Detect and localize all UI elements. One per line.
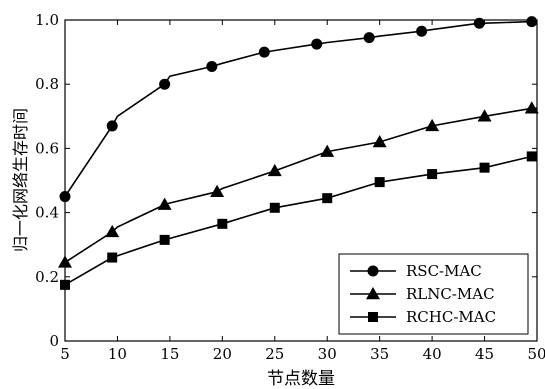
data-point [363, 32, 375, 44]
x-tick-label: 50 [527, 345, 545, 363]
series-line [64, 107, 537, 264]
data-point [267, 163, 282, 177]
x-tick-label: 10 [108, 345, 127, 363]
data-point [58, 255, 72, 268]
data-point [106, 120, 118, 132]
data-point [159, 78, 171, 90]
legend: RSC-MAC RLNC-MAC RCHC-MAC [338, 253, 529, 335]
data-point [60, 279, 70, 290]
y-tick-label: 0 [49, 332, 59, 350]
legend-marker [366, 287, 380, 300]
x-axis-label: 节点数量 [267, 369, 335, 389]
axis-tick-labels: 5 10 15 20 25 30 35 40 45 50 0 0.2 0.4 0.6 0.8 1.0 [35, 11, 545, 363]
y-tick-label: 0.2 [35, 268, 59, 286]
legend-marker [368, 312, 378, 322]
data-point [107, 252, 118, 263]
legend-label: RCHC-MAC [406, 308, 496, 326]
data-point [258, 46, 270, 58]
data-point [479, 162, 490, 173]
data-point [217, 218, 228, 229]
y-tick-label: 0.8 [35, 75, 59, 93]
legend-item: RLNC-MAC [350, 285, 495, 303]
data-point [524, 101, 539, 114]
x-tick-label: 30 [318, 345, 337, 363]
legend-item: RCHC-MAC [350, 308, 496, 326]
legend-item: RSC-MAC [350, 262, 482, 280]
y-axis-label: 归一化网络生存时间 [11, 108, 30, 252]
y-tick-label: 0.6 [35, 139, 59, 157]
data-point [477, 109, 492, 122]
data-point [374, 177, 385, 188]
y-tick-label: 1.0 [35, 11, 59, 29]
data-point [59, 191, 71, 203]
data-point [157, 197, 172, 210]
data-point [526, 16, 538, 28]
data-point [416, 25, 428, 37]
data-point [425, 118, 440, 132]
data-point [210, 184, 225, 197]
data-point [372, 134, 387, 148]
data-point [311, 38, 323, 50]
series-rlnc-mac [58, 101, 539, 268]
series-layer [58, 16, 539, 290]
data-point [320, 144, 335, 157]
legend-label: RLNC-MAC [406, 285, 495, 303]
data-point [159, 234, 170, 245]
data-point [526, 151, 537, 162]
data-point [427, 169, 438, 180]
data-point [473, 17, 485, 29]
legend-marker [367, 265, 379, 277]
series-rchc-mac [60, 151, 537, 290]
x-tick-label: 35 [370, 345, 389, 363]
plot-frame [64, 19, 538, 342]
x-tick-label: 45 [475, 345, 494, 363]
y-tick-label: 0.4 [35, 204, 59, 222]
x-tick-label: 5 [60, 345, 70, 363]
x-tick-label: 25 [265, 345, 284, 363]
x-tick-label: 20 [213, 345, 232, 363]
series-rsc-mac [59, 16, 538, 203]
data-point [269, 202, 280, 213]
x-tick-label: 40 [423, 345, 442, 363]
x-tick-label: 15 [160, 345, 179, 363]
legend-label: RSC-MAC [406, 262, 482, 280]
axis-ticks [64, 19, 538, 342]
data-point [322, 193, 333, 204]
data-point [206, 61, 218, 73]
data-point [105, 224, 120, 238]
